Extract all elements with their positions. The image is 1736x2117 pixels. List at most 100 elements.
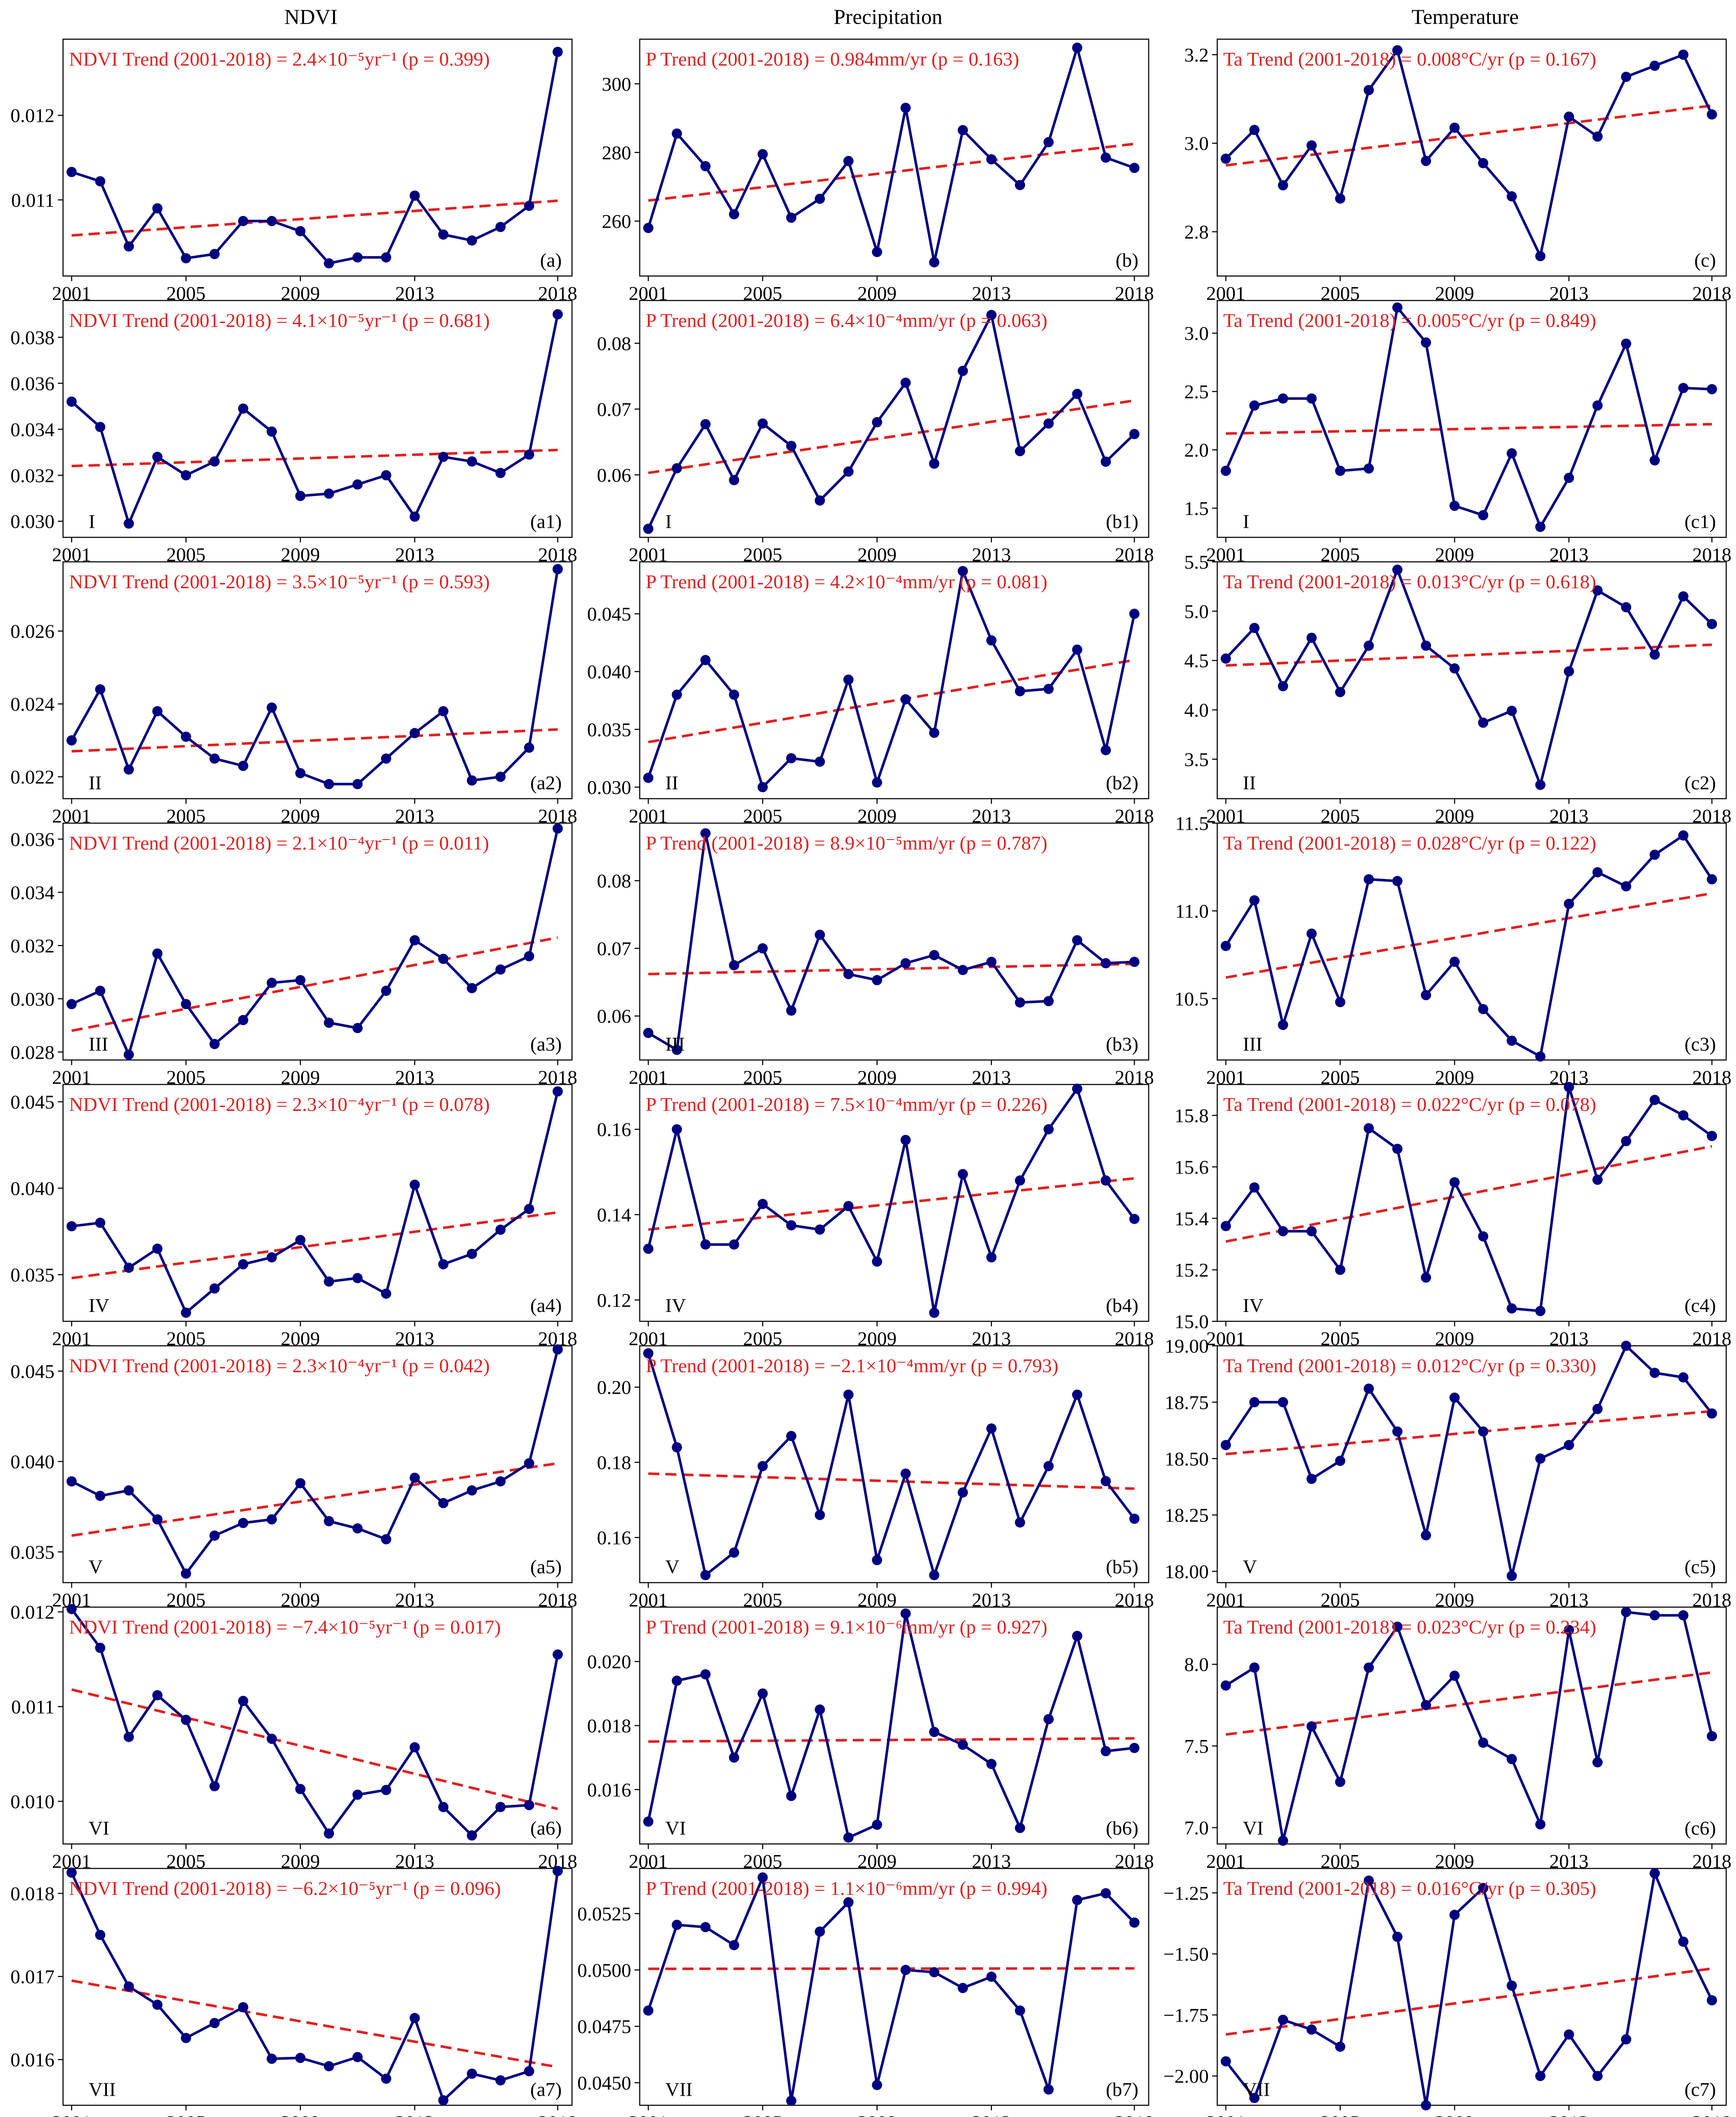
data-point bbox=[124, 1050, 134, 1060]
data-point bbox=[1278, 1020, 1288, 1030]
data-point bbox=[1678, 591, 1689, 602]
series-line bbox=[70, 1608, 559, 1837]
panel-grid: 2001 2005 2009 2013 2018 0.011 0.012 NDVI Trend… bbox=[11, 38, 1731, 2117]
data-point bbox=[409, 935, 420, 946]
data-point bbox=[1363, 463, 1374, 474]
data-point bbox=[552, 1344, 563, 1355]
data-point bbox=[524, 201, 535, 211]
data-point bbox=[1678, 1610, 1689, 1621]
panel-label: (c1) bbox=[1684, 511, 1716, 532]
data-point bbox=[238, 216, 248, 226]
data-point bbox=[757, 1872, 768, 1883]
y-tick-label: 0.017 bbox=[11, 1966, 55, 1988]
y-tick-label: 8.0 bbox=[1184, 1654, 1209, 1675]
y-tick-label: 3.5 bbox=[1184, 748, 1209, 770]
y-tick-label: 0.07 bbox=[597, 398, 632, 420]
y-tick-label: 0.010 bbox=[11, 1791, 55, 1812]
data-point bbox=[1129, 1917, 1140, 1928]
data-point bbox=[1335, 687, 1345, 697]
trend-line bbox=[1225, 1410, 1712, 1455]
data-point bbox=[381, 252, 391, 263]
y-tick-label: 0.0500 bbox=[578, 1959, 632, 1981]
y-tick-label: 18.00 bbox=[1165, 1561, 1209, 1582]
data-point bbox=[1707, 1995, 1717, 2006]
y-tick-label: 0.011 bbox=[11, 1696, 55, 1718]
data-point bbox=[95, 684, 106, 695]
data-point bbox=[152, 203, 163, 214]
data-point bbox=[1306, 928, 1317, 939]
axes-frame bbox=[1216, 1345, 1727, 1583]
data-point bbox=[95, 986, 106, 996]
data-point bbox=[209, 1283, 220, 1294]
data-point bbox=[1363, 1662, 1374, 1673]
region-label: I bbox=[665, 511, 672, 532]
axes-frame bbox=[639, 38, 1150, 277]
y-tick-label: 15.4 bbox=[1175, 1208, 1209, 1229]
region-label: II bbox=[665, 772, 678, 794]
data-point bbox=[1678, 383, 1689, 393]
data-point bbox=[1335, 466, 1345, 476]
data-point bbox=[467, 1485, 477, 1496]
data-point bbox=[66, 1867, 77, 1878]
data-point bbox=[900, 958, 911, 969]
data-point bbox=[1015, 686, 1025, 696]
y-tick-label: 0.040 bbox=[11, 1178, 55, 1199]
trend-line bbox=[648, 962, 1135, 975]
data-point bbox=[1506, 1570, 1517, 1581]
data-point bbox=[957, 566, 968, 576]
panel-label: (c5) bbox=[1684, 1556, 1716, 1578]
data-point bbox=[238, 1015, 248, 1025]
data-point bbox=[814, 1510, 825, 1520]
data-point bbox=[786, 1220, 796, 1231]
trend-annotation: NDVI Trend (2001-2018) = 2.3×10⁻⁴yr⁻¹ (p… bbox=[69, 1093, 490, 1115]
data-point bbox=[1043, 137, 1054, 147]
data-point bbox=[1392, 1144, 1403, 1154]
data-point bbox=[95, 422, 106, 432]
y-tick-label: 0.030 bbox=[11, 511, 55, 532]
data-point bbox=[181, 999, 191, 1010]
data-point bbox=[352, 2052, 363, 2062]
data-point bbox=[124, 241, 134, 252]
data-point bbox=[438, 1498, 448, 1508]
data-point bbox=[729, 475, 739, 486]
data-point bbox=[814, 495, 825, 506]
data-point bbox=[1449, 663, 1460, 674]
data-point bbox=[381, 1785, 391, 1795]
data-point bbox=[1592, 867, 1603, 877]
data-point bbox=[1392, 45, 1403, 55]
data-point bbox=[152, 706, 163, 716]
data-point bbox=[1129, 429, 1140, 440]
data-point bbox=[495, 771, 506, 782]
data-point bbox=[1506, 448, 1517, 459]
data-point bbox=[1015, 997, 1025, 1008]
data-point bbox=[324, 1516, 334, 1527]
data-point bbox=[1564, 898, 1574, 909]
y-tick-label: 0.036 bbox=[11, 828, 55, 850]
panel-label: (a5) bbox=[530, 1556, 562, 1578]
data-point bbox=[152, 1243, 163, 1254]
data-point bbox=[1043, 1714, 1054, 1724]
data-point bbox=[1621, 1340, 1632, 1351]
series-line bbox=[1224, 568, 1713, 786]
data-point bbox=[814, 1926, 825, 1937]
series-line bbox=[1224, 1344, 1713, 1577]
data-point bbox=[1621, 881, 1632, 892]
panel-label: (c2) bbox=[1684, 772, 1716, 794]
axes-frame bbox=[1216, 823, 1727, 1061]
data-point bbox=[1392, 1426, 1403, 1437]
data-point bbox=[152, 1690, 163, 1700]
data-point bbox=[1129, 1513, 1140, 1524]
trend-annotation: NDVI Trend (2001-2018) = 3.5×10⁻⁵yr⁻¹ (p… bbox=[69, 571, 490, 593]
data-point bbox=[1306, 140, 1317, 151]
panel-label: (b7) bbox=[1106, 2079, 1138, 2100]
trend-annotation: Ta Trend (2001-2018) = 0.005°C/yr (p = 0… bbox=[1223, 310, 1596, 331]
data-point bbox=[900, 1135, 911, 1145]
data-point bbox=[1707, 618, 1717, 629]
data-point bbox=[295, 226, 306, 236]
data-point bbox=[1249, 125, 1260, 135]
data-point bbox=[209, 456, 220, 467]
data-point bbox=[1449, 1910, 1460, 1920]
data-point bbox=[1101, 1888, 1111, 1898]
